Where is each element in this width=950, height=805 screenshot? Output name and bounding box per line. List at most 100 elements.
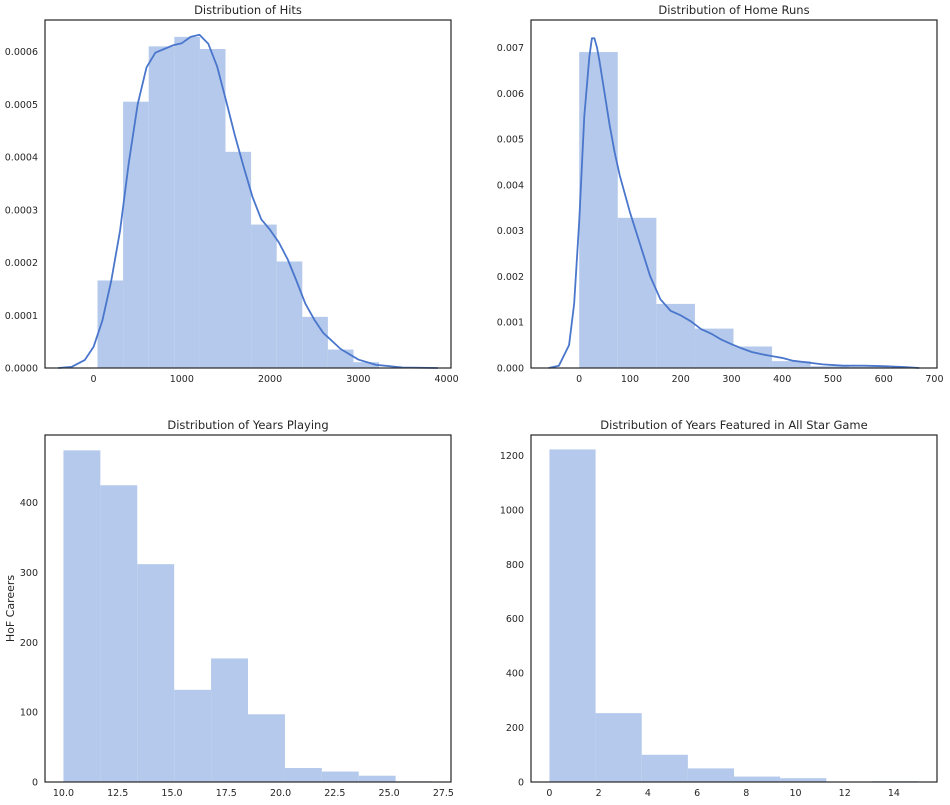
histogram-bar: [211, 658, 248, 782]
x-tick-label: 10.0: [53, 788, 74, 799]
axes-frame: [530, 434, 938, 783]
x-tick-label: 25.0: [379, 788, 400, 799]
x-tick-label: 10: [789, 788, 801, 799]
y-tick-label: 600: [506, 614, 524, 625]
y-tick-label: 400: [20, 498, 38, 509]
x-tick-label: 0: [546, 788, 552, 799]
histogram-bar: [123, 101, 149, 368]
y-tick-label: 0.0000: [5, 364, 38, 375]
x-tick-label: 12.5: [107, 788, 128, 799]
chart-panel-years-playing: Distribution of Years Playing 10.0 12.5 15.…: [4, 418, 454, 799]
histogram-bar: [641, 754, 688, 782]
axes-frame: [530, 19, 938, 369]
kde-line: [58, 33, 438, 369]
x-tick-label: 12: [839, 788, 851, 799]
x-tick-label: 22.5: [324, 788, 345, 799]
y-tick-label: 0.001: [497, 318, 524, 329]
y-tick-label: 0.002: [497, 272, 524, 283]
x-tick-label: 0: [91, 374, 97, 385]
y-tick-label: 100: [20, 708, 38, 719]
histogram-bar: [251, 224, 277, 368]
histogram-bar: [810, 366, 850, 368]
x-tick-label: 3000: [346, 374, 370, 385]
y-tick-label: 0: [518, 778, 524, 789]
chart-panel-hits: Distribution of Hits 0 1000 2000 3000 4000 0.0…: [5, 3, 459, 385]
histogram-bar: [780, 778, 827, 782]
x-tick-label: 300: [722, 374, 740, 385]
y-tick-label: 200: [506, 723, 524, 734]
chart-title: Distribution of Years Playing: [167, 418, 328, 432]
histogram-bar: [353, 362, 380, 368]
y-tick-label: 0.0005: [5, 100, 38, 111]
axes-frame: [44, 434, 452, 783]
y-tick-label: 0.000: [497, 364, 524, 375]
kde-line: [548, 37, 920, 369]
y-tick-label: 0: [32, 778, 38, 789]
chart-title: Distribution of Years Featured in All St…: [600, 418, 867, 432]
y-tick-label: 0.0001: [5, 311, 38, 322]
axes-frame: [44, 19, 452, 369]
histogram-bar: [137, 564, 175, 782]
histogram-bar: [656, 303, 695, 368]
x-tick-label: 100: [621, 374, 639, 385]
x-tick-label: 4000: [434, 374, 458, 385]
y-axis-label: HoF Careers: [4, 575, 17, 643]
histogram-bar: [687, 768, 734, 782]
y-tick-label: 400: [506, 669, 524, 680]
x-tick-label: 700: [925, 374, 943, 385]
histogram-bar: [358, 775, 396, 782]
y-tick-label: 0.0006: [5, 47, 38, 58]
histogram-bar: [327, 349, 354, 368]
histogram-bar: [148, 46, 175, 369]
chart-panel-home-runs: Distribution of Home Runs 0 100 200 300 400 50…: [497, 3, 944, 385]
x-tick-label: 0: [576, 374, 582, 385]
histogram-bar: [549, 449, 596, 782]
histogram-bar: [276, 261, 303, 368]
y-tick-label: 800: [506, 560, 524, 571]
y-tick-label: 0.003: [497, 226, 524, 237]
x-tick-label: 600: [875, 374, 893, 385]
x-tick-label: 500: [824, 374, 842, 385]
histogram-bar: [321, 771, 359, 782]
histogram-bar: [284, 768, 322, 782]
histogram-bar: [734, 776, 781, 782]
x-tick-label: 200: [672, 374, 690, 385]
x-tick-label: 6: [694, 788, 700, 799]
histogram-bar: [302, 316, 328, 368]
x-tick-label: 2: [596, 788, 602, 799]
x-tick-label: 4: [645, 788, 651, 799]
histogram-bar: [617, 217, 657, 368]
y-tick-label: 300: [20, 568, 38, 579]
histogram-bar: [772, 361, 811, 368]
histogram-bar: [63, 450, 101, 782]
histogram-bar: [174, 689, 212, 782]
histogram-bar: [733, 346, 773, 368]
x-tick-label: 14: [888, 788, 900, 799]
y-tick-label: 0.006: [497, 89, 524, 100]
histogram-bar: [100, 485, 138, 782]
x-tick-label: 1000: [170, 374, 194, 385]
chart-title: Distribution of Hits: [194, 3, 302, 17]
y-tick-label: 0.007: [497, 43, 524, 54]
histogram-bar: [248, 714, 285, 782]
y-tick-label: 0.0004: [5, 153, 38, 164]
histogram-bar: [174, 36, 200, 369]
histogram-bar: [225, 151, 252, 368]
x-tick-label: 17.5: [216, 788, 237, 799]
y-tick-label: 0.0003: [5, 205, 38, 216]
chart-panel-all-star: Distribution of Years Featured in All St…: [500, 418, 938, 799]
x-tick-label: 8: [743, 788, 749, 799]
y-tick-label: 1200: [500, 451, 524, 462]
x-tick-label: 20.0: [270, 788, 291, 799]
chart-title: Distribution of Home Runs: [658, 3, 809, 17]
histogram-bar: [595, 713, 642, 782]
x-tick-label: 400: [773, 374, 791, 385]
y-tick-label: 1000: [500, 505, 524, 516]
histogram-bar: [199, 49, 226, 368]
x-tick-label: 2000: [258, 374, 282, 385]
x-tick-label: 15.0: [161, 788, 182, 799]
y-tick-label: 0.005: [497, 135, 524, 146]
y-tick-label: 0.004: [497, 180, 524, 191]
y-tick-label: 0.0002: [5, 258, 38, 269]
